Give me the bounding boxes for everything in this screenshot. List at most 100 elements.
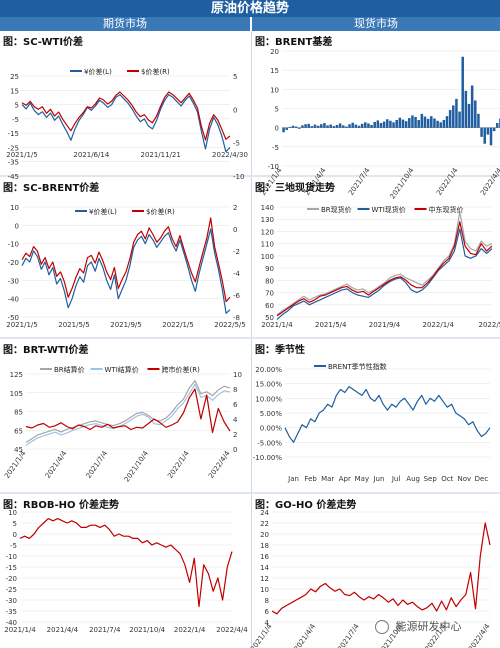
y-tick-label: 25: [10, 73, 19, 81]
bar: [323, 123, 326, 128]
bar: [364, 122, 367, 128]
chart-title: 图：BRT-WTI价差: [3, 345, 89, 356]
x-tick-label: 2021/4/4: [47, 626, 79, 634]
series-line: [271, 522, 491, 615]
series-line: [21, 93, 231, 153]
y-tick-label: 10: [10, 204, 19, 212]
legend-label: 中东现货价: [429, 205, 464, 214]
legend-label: ¥价差(L): [89, 207, 117, 216]
y-tick-label: 100: [261, 253, 274, 261]
bar: [448, 110, 452, 128]
y-tick-label: 15.00%: [255, 381, 282, 389]
spot-market-header: 现货市场: [252, 17, 500, 31]
y2-tick-label: 2: [233, 204, 237, 212]
bar: [470, 85, 474, 128]
bar: [489, 127, 493, 146]
y-tick-label: 15: [10, 87, 19, 95]
y-tick-label: 10: [270, 86, 279, 94]
y-tick-label: -10: [268, 163, 279, 171]
bar: [294, 126, 298, 128]
y-tick-label: 15: [270, 67, 279, 75]
y-tick-label: 6: [265, 608, 270, 616]
legend-label: BR结算价: [54, 365, 85, 374]
x-tick-label: 2021/7/4: [85, 449, 110, 480]
legend-label: ¥价差(L): [84, 67, 112, 76]
bar: [326, 125, 329, 128]
bar: [316, 125, 320, 128]
bar: [282, 127, 285, 133]
bar: [404, 121, 408, 128]
bar: [445, 116, 449, 128]
bar: [474, 100, 477, 128]
y-tick-label: 24: [260, 509, 269, 517]
wechat-icon: [375, 620, 389, 634]
legend-label: $价差(R): [146, 207, 175, 216]
y-tick-label: -5: [12, 116, 19, 124]
row-divider: [0, 337, 500, 339]
bar: [354, 124, 358, 128]
x-tick-label: Aug: [406, 475, 420, 483]
y-tick-label: 65: [14, 427, 23, 435]
bar: [357, 125, 361, 128]
y-tick-label: 0: [15, 222, 19, 230]
bar: [452, 105, 455, 128]
bar: [313, 124, 317, 128]
bar: [351, 122, 354, 128]
page-title: 原油价格趋势: [0, 0, 500, 17]
x-tick-label: 2021/9/5: [110, 321, 141, 329]
chart-svg: 25 15 5 -5 -15 -25 -35 -45 5 0 -5 -10 2021/1/5 2021/6…: [6, 67, 248, 181]
bar: [320, 124, 323, 128]
y-tick-label: 110: [261, 241, 274, 249]
chart-title: 图：SC-BRENT价差: [3, 183, 100, 194]
y-tick-label: 0: [13, 531, 17, 539]
x-tick-label: Apr: [339, 475, 351, 483]
y-tick-label: 10: [260, 586, 269, 594]
chart-panel-brt-wti: 图：BRT-WTI价差 125 105 85 65 45 10 8 6 4 2 0 2021/1/4 20…: [0, 339, 250, 492]
y-tick-label: 10: [8, 509, 17, 517]
chart-panel-sc-brent: 图：SC-BRENT价差 10 0 -10 -20 -30 -40 -50 2 0 -2 -4 -6 -8…: [0, 177, 250, 337]
y-tick-label: 45: [14, 446, 23, 454]
bar: [360, 123, 364, 128]
y-tick-label: -40: [6, 619, 17, 627]
y-tick-label: 18: [260, 542, 269, 550]
bar: [285, 127, 288, 130]
x-tick-label: 2022/5/: [479, 321, 500, 329]
bar: [329, 124, 332, 128]
y2-tick-label: 5: [233, 73, 237, 81]
y-tick-label: 5: [13, 520, 17, 528]
bar: [483, 127, 486, 144]
bar: [307, 123, 310, 128]
y-tick-label: 5: [275, 106, 279, 114]
y2-tick-label: 0: [233, 106, 237, 114]
bar: [304, 124, 307, 128]
y2-tick-label: 8: [233, 386, 237, 394]
bar: [395, 120, 398, 128]
x-tick-label: 2022/1/4: [166, 449, 191, 480]
x-tick-label: Jul: [391, 475, 401, 483]
chart-title: 图：BRENT基差: [255, 37, 333, 48]
bar: [464, 90, 468, 128]
bar: [382, 121, 386, 128]
bar: [442, 120, 446, 128]
x-tick-label: 2022/1/5: [162, 321, 193, 329]
bar: [379, 123, 383, 128]
y2-tick-label: -6: [233, 292, 241, 300]
legend-label: WTI结算价: [105, 365, 139, 374]
y2-tick-label: -8: [233, 314, 240, 322]
y-tick-label: 105: [10, 390, 23, 398]
series-line: [25, 379, 231, 443]
y2-tick-label: -5: [233, 140, 240, 148]
y-tick-label: 12: [260, 575, 269, 583]
bar: [439, 122, 442, 128]
y-tick-label: -25: [8, 144, 19, 152]
y2-tick-label: 10: [233, 371, 242, 379]
bar: [291, 125, 295, 128]
y-tick-label: -30: [8, 277, 19, 285]
x-tick-label: 2021/10/4: [123, 449, 150, 483]
y2-tick-label: -2: [233, 248, 240, 256]
y-tick-label: -40: [8, 296, 19, 304]
y-tick-label: 85: [14, 409, 23, 417]
bar: [345, 126, 348, 128]
y-tick-label: -50: [8, 314, 19, 322]
x-tick-label: 2022/4/30: [212, 151, 248, 159]
